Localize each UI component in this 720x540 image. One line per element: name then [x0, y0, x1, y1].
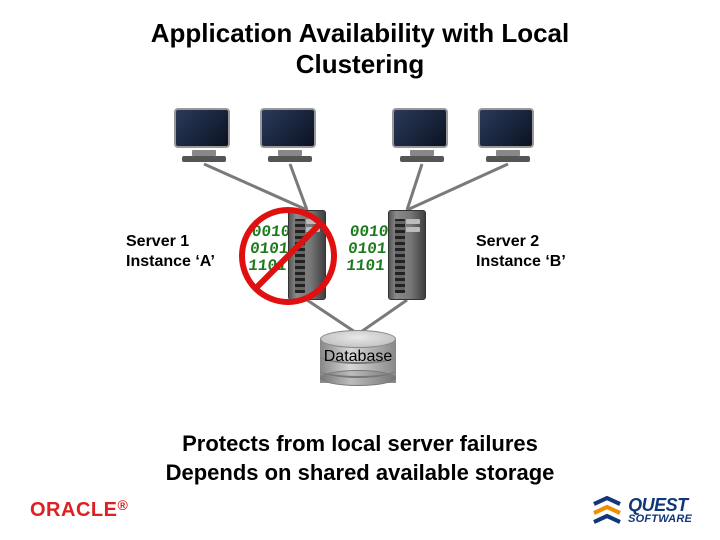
quest-software-logo: QUEST SOFTWARE: [592, 496, 692, 526]
quest-logo-icon: [592, 496, 622, 526]
server-body: [388, 210, 426, 300]
monitor-base: [486, 156, 530, 162]
summary-line-2: Depends on shared available storage: [0, 459, 720, 488]
server-drive: [406, 227, 420, 232]
server-drive: [306, 227, 320, 232]
server-drive: [306, 219, 320, 224]
monitor-screen: [260, 108, 316, 148]
monitor-screen: [392, 108, 448, 148]
monitor-base: [268, 156, 312, 162]
monitor-base: [182, 156, 226, 162]
database-cylinder: Database: [320, 330, 396, 386]
monitor-screen: [478, 108, 534, 148]
quest-logo-line1: QUEST: [628, 497, 692, 514]
client-monitor: [174, 108, 234, 168]
server-vents: [395, 219, 405, 293]
server-body: [288, 210, 326, 300]
summary-text: Protects from local server failures Depe…: [0, 430, 720, 487]
oracle-logo-text: ORACLE: [30, 499, 117, 522]
binary-data-icon: 001001011101: [345, 224, 389, 274]
server-label: Server 2Instance ‘B’: [476, 232, 566, 272]
quest-logo-text: QUEST SOFTWARE: [628, 497, 692, 525]
client-monitor: [478, 108, 538, 168]
page-title: Application Availability with LocalClust…: [0, 18, 720, 80]
monitor-screen: [174, 108, 230, 148]
server-label: Server 1Instance ‘A’: [126, 232, 215, 272]
server-vents: [295, 219, 305, 293]
server-drive: [406, 219, 420, 224]
client-monitor: [260, 108, 320, 168]
cluster-diagram: 001001011101 Server 1Instance ‘A’ 001001…: [0, 100, 720, 400]
server-tower: [388, 210, 426, 300]
monitor-base: [400, 156, 444, 162]
client-monitor: [392, 108, 452, 168]
quest-logo-line2: SOFTWARE: [628, 514, 692, 524]
binary-data-icon: 001001011101: [247, 224, 291, 274]
server-tower: [288, 210, 326, 300]
oracle-logo: ORACLE®: [30, 499, 128, 522]
db-top: [320, 330, 396, 348]
summary-line-1: Protects from local server failures: [0, 430, 720, 459]
database-label: Database: [324, 348, 393, 366]
